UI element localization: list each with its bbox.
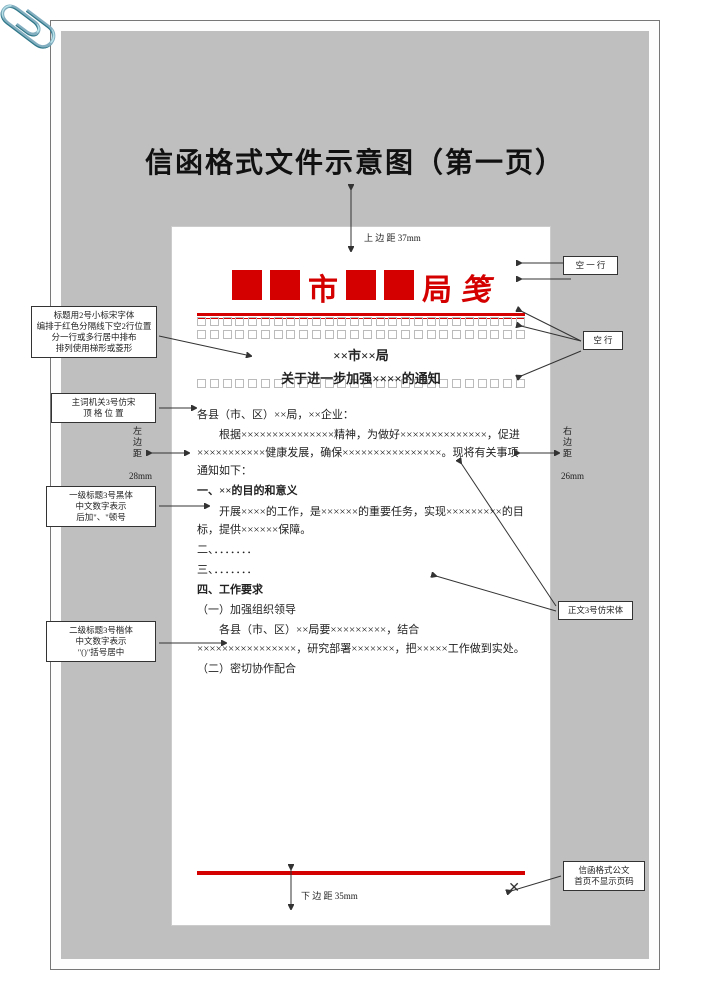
dim-left-label: 左 边 距	[131, 426, 144, 458]
dim-right: 26mm	[561, 471, 584, 481]
note-h2: 二级标题3号楷体 中文数字表示 "()"括号居中	[46, 621, 156, 662]
note-body-font: 正文3号仿宋体	[558, 601, 633, 620]
note-blank-line-side: 空 行	[583, 331, 623, 350]
dim-right-label: 右 边 距	[561, 426, 574, 458]
note-h1: 一级标题3号黑体 中文数字表示 后加"、"顿号	[46, 486, 156, 527]
dim-left: 28mm	[129, 471, 152, 481]
note-main-org: 主词机关3号仿宋 顶 格 位 置	[51, 393, 156, 423]
note-footer: 信函格式公文 首页不显示页码	[563, 861, 645, 891]
dim-bottom: 下 边 距 35mm	[301, 889, 358, 902]
dim-top: 上 边 距 37mm	[364, 231, 421, 244]
outer-frame: 信函格式文件示意图（第一页）	[50, 20, 660, 970]
note-blank-line-top: 空 一 行	[563, 256, 618, 275]
grey-background: 信函格式文件示意图（第一页）	[61, 31, 649, 959]
note-title: 标题用2号小标宋字体 编排于红色分隔线下空2行位置 分一行或多行居中排布 排列使…	[31, 306, 157, 358]
